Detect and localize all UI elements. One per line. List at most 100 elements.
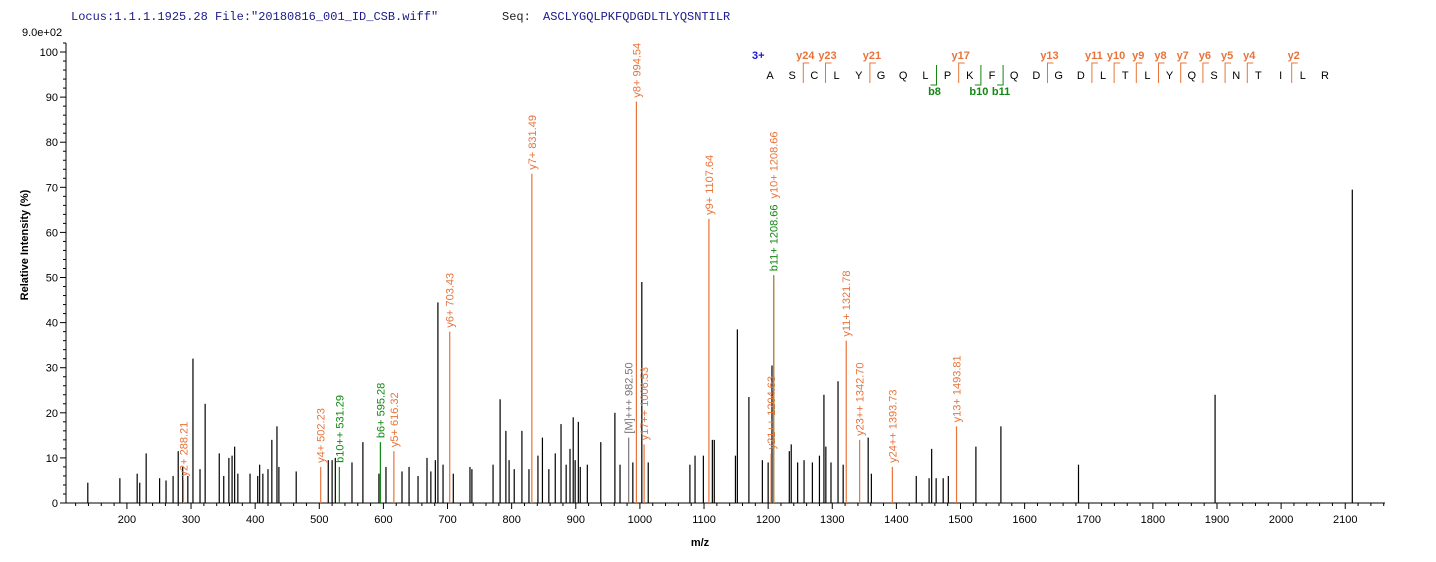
charge-label: 3+ <box>752 50 765 62</box>
residue: G <box>1054 70 1063 82</box>
y-ion-label: y6 <box>1199 50 1211 62</box>
y-axis-label: Relative Intensity (%) <box>19 189 31 300</box>
peak-label: b10++ 531.29 <box>334 395 346 463</box>
peak-label: y7+ 831.49 <box>527 115 539 170</box>
y-ion-marker <box>825 62 832 83</box>
x-tick-label: 2100 <box>1333 514 1357 526</box>
residue: Q <box>1010 70 1019 82</box>
x-tick-label: 1800 <box>1141 514 1165 526</box>
residue: Q <box>1188 70 1197 82</box>
residue: G <box>877 70 886 82</box>
y-tick-label: 20 <box>46 408 58 420</box>
y-ion-marker <box>1224 62 1232 83</box>
x-tick-label: 2000 <box>1269 514 1293 526</box>
x-tick-label: 1300 <box>820 514 844 526</box>
y-ion-marker <box>1158 62 1165 83</box>
y-ion-marker <box>1047 62 1054 83</box>
peak-label: y8+ 994.54 <box>631 43 643 98</box>
x-tick-label: 1500 <box>948 514 972 526</box>
x-tick-label: 200 <box>118 514 136 526</box>
y-tick-label: 30 <box>46 363 58 375</box>
b-ion-label: b10 <box>969 86 988 98</box>
x-tick-label: 1100 <box>692 514 716 526</box>
residue: T <box>1255 70 1262 82</box>
residue: R <box>1321 70 1329 82</box>
x-tick-label: 1700 <box>1077 514 1101 526</box>
residue: C <box>810 70 818 82</box>
residue: D <box>1077 70 1085 82</box>
x-tick-label: 800 <box>502 514 520 526</box>
y-ion-label: y23 <box>818 50 836 62</box>
peak-label: b11+ 1208.66 <box>769 204 781 271</box>
x-tick-label: 700 <box>438 514 456 526</box>
sequence-text: ASCLYGQLPKFQDGDLTLYQSNTILR <box>543 10 730 24</box>
y-ion-label: y11 <box>1085 50 1103 62</box>
residue: L <box>922 70 928 82</box>
b-ion-label: b8 <box>928 86 941 98</box>
b-ion-marker <box>974 65 982 86</box>
y-ion-marker <box>958 62 965 83</box>
x-tick-label: 1600 <box>1012 514 1036 526</box>
peak-label: y9+ 1107.64 <box>704 155 716 215</box>
residue: Q <box>899 70 908 82</box>
x-tick-label: 600 <box>374 514 392 526</box>
seq-label: Seq: <box>502 10 531 24</box>
residue: L <box>1100 70 1106 82</box>
residue: K <box>966 70 974 82</box>
peak-label: y2+ 288.21 <box>178 422 190 477</box>
locus-text: Locus:1.1.1.1925.28 File:"20180816_001_I… <box>71 10 438 24</box>
b-ion-marker <box>997 65 1004 86</box>
y-ion-label: y9 <box>1132 50 1144 62</box>
y-ion-label: y2 <box>1288 50 1300 62</box>
y-tick-label: 0 <box>52 498 58 510</box>
b-ion-marker <box>930 65 937 86</box>
y-ion-label: y13 <box>1040 50 1058 62</box>
peak-label: y24++ 1393.73 <box>887 390 899 463</box>
y-tick-label: 40 <box>46 318 58 330</box>
peak-label: b6+ 595.28 <box>375 383 387 438</box>
peak-label: y10+ 1208.66 <box>769 131 781 198</box>
y-ion-marker <box>1180 62 1187 83</box>
peak-label: y17++ 1006.53 <box>639 367 651 440</box>
residue: Y <box>855 70 863 82</box>
residue: S <box>1210 70 1217 82</box>
y-tick-label: 70 <box>46 182 58 194</box>
residue: Y <box>1166 70 1174 82</box>
x-tick-label: 1400 <box>884 514 908 526</box>
residue: L <box>1300 70 1306 82</box>
y-ion-label: y7 <box>1177 50 1189 62</box>
y-ion-label: y4 <box>1243 50 1256 62</box>
residue: D <box>1032 70 1040 82</box>
x-axis-label: m/z <box>691 537 710 549</box>
x-tick-label: 900 <box>567 514 585 526</box>
y-ion-label: y17 <box>952 50 970 62</box>
y-ion-marker <box>869 62 876 83</box>
b-ion-label: b11 <box>992 86 1010 98</box>
y-tick-label: 80 <box>46 137 58 149</box>
x-tick-label: 500 <box>310 514 328 526</box>
y-tick-label: 50 <box>46 273 58 285</box>
peak-label: y13+ 1493.81 <box>952 355 964 422</box>
y-ion-marker <box>1091 62 1098 83</box>
y-ion-label: y10 <box>1107 50 1125 62</box>
y-ion-marker <box>1202 62 1209 83</box>
x-tick-label: 1200 <box>756 514 780 526</box>
residue: L <box>1144 70 1150 82</box>
peak-label: y21++ 1204.63 <box>766 376 778 449</box>
residue: N <box>1232 70 1240 82</box>
y-ion-marker <box>1113 62 1121 83</box>
peak-label: y5+ 616.32 <box>389 392 401 447</box>
y-ion-label: y21 <box>863 50 881 62</box>
y-ion-marker <box>1135 62 1143 83</box>
peak-label: [M]+++ 982.50 <box>624 362 636 433</box>
residue: P <box>944 70 951 82</box>
peak-label: y4+ 502.23 <box>316 408 328 463</box>
y-ion-marker <box>802 62 810 83</box>
y-ion-label: y8 <box>1154 50 1166 62</box>
x-tick-label: 300 <box>182 514 200 526</box>
y-ion-label: y5 <box>1221 50 1233 62</box>
y-tick-label: 100 <box>40 47 58 59</box>
residue: A <box>766 70 774 82</box>
y-tick-label: 90 <box>46 92 58 104</box>
